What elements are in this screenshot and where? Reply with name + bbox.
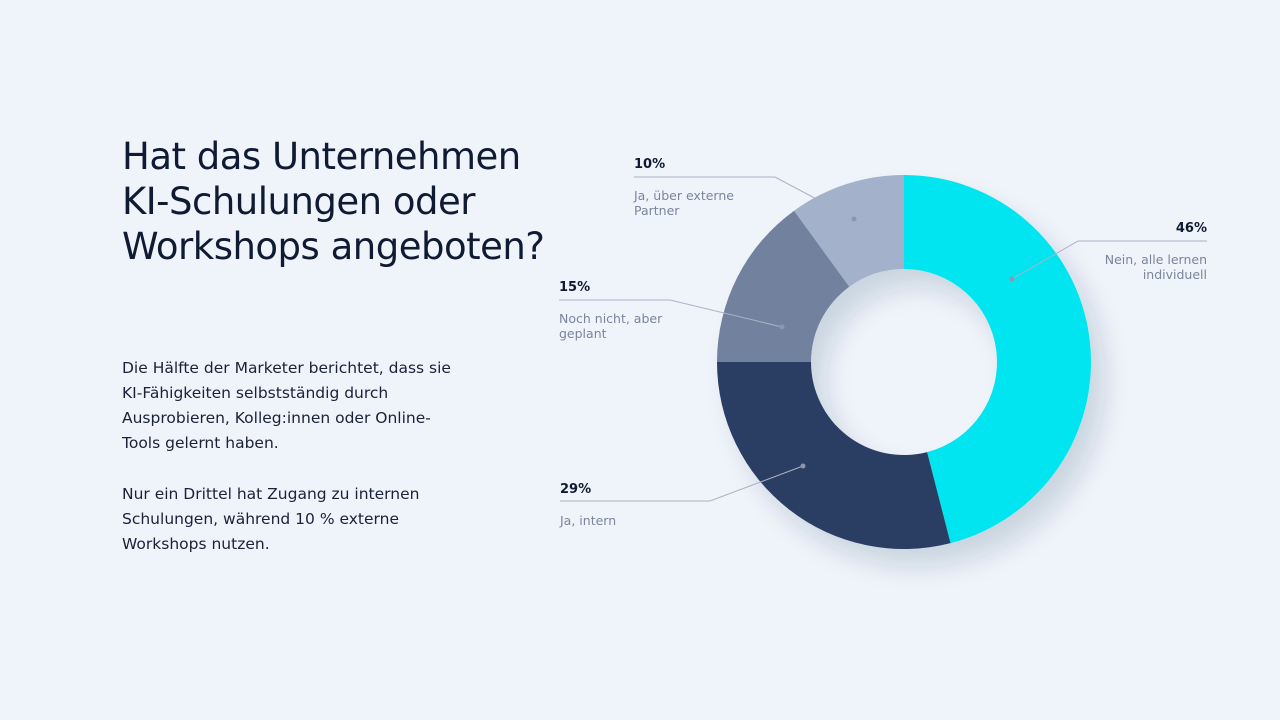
- donut-segment: [717, 210, 850, 362]
- paragraph: Die Hälfte der Marketer berichtet, dass …: [122, 359, 451, 452]
- leader-dot: [779, 324, 785, 330]
- donut: [717, 175, 1091, 549]
- category-label: Ja, intern: [560, 513, 617, 528]
- donut-segment: [794, 175, 904, 287]
- category-label: Noch nicht, aber geplant: [559, 311, 663, 341]
- leader-dot: [851, 216, 857, 222]
- title: Hat das Unternehmen KI-Schulungen oder W…: [122, 135, 545, 268]
- leader-line: [559, 299, 783, 328]
- category-label: Nein, alle lernen individuell: [1104, 252, 1207, 282]
- leader-line: [560, 465, 804, 502]
- annotations: 46% 29% 15% 10%: [559, 157, 1207, 502]
- leader-dot: [800, 463, 806, 469]
- leader-dot: [1009, 276, 1015, 282]
- leader-line: [1011, 240, 1207, 280]
- donut-segment: [904, 175, 1091, 544]
- donut-segment: [717, 362, 951, 549]
- leader-line: [634, 176, 855, 220]
- value-label: 46%: [1176, 221, 1207, 236]
- value-label: 15%: [559, 280, 590, 295]
- value-label: 10%: [634, 157, 665, 172]
- category-label: Ja, über externe Partner: [634, 188, 734, 218]
- paragraph: Nur ein Drittel hat Zugang zu internen S…: [122, 485, 420, 553]
- value-label: 29%: [560, 482, 591, 497]
